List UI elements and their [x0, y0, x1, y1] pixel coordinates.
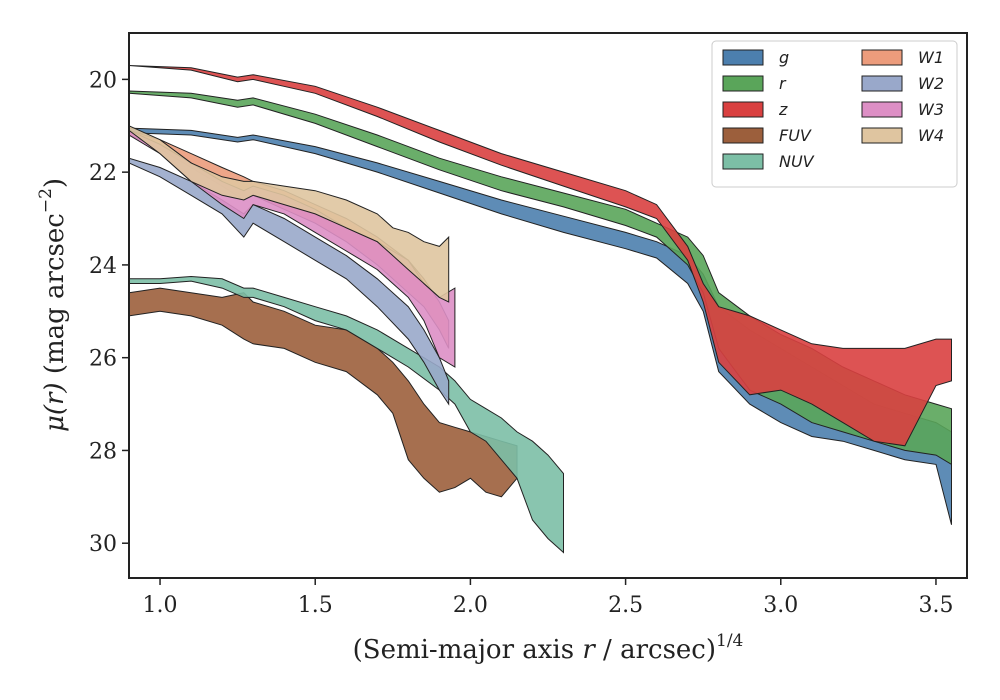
x-tick-label: 2.0 — [453, 593, 488, 618]
y-axis-label-unit: (mag arcsec — [40, 213, 70, 382]
x-tick-label: 1.0 — [143, 593, 178, 618]
x-axis-label-exp: 1/4 — [716, 631, 743, 651]
y-axis-label-mu: μ(r) — [40, 382, 70, 432]
legend-swatch-w1 — [861, 49, 903, 66]
legend-swatch-w4 — [861, 127, 903, 144]
legend: grz FUV NUV W1 W2 W3 W4 — [711, 40, 958, 188]
legend-label-w1: W1 — [918, 48, 944, 67]
legend-swatch-r — [722, 75, 764, 92]
y-axis-label-exp: −2 — [36, 188, 56, 213]
axis-ticks: 1.0 1.5 2.0 2.5 3.0 3.5 20 22 24 26 28 30 — [89, 68, 953, 618]
y-tick-label: 26 — [89, 347, 117, 372]
legend-swatch-w2 — [861, 75, 903, 92]
band-series-layer — [129, 65, 952, 554]
legend-swatch-nuv — [722, 153, 764, 170]
plot-frame — [128, 32, 968, 579]
y-tick-label: 20 — [89, 68, 117, 93]
legend-swatch-fuv — [722, 127, 764, 144]
x-axis-label-pre: (Semi-major axis — [353, 635, 583, 665]
y-axis-label: μ(r) (mag arcsec−2) — [36, 178, 70, 432]
legend-swatch-g — [722, 49, 764, 66]
legend-label-fuv: FUV — [779, 126, 812, 145]
x-axis-label-r: r — [582, 635, 596, 665]
legend-swatch-w3 — [861, 101, 903, 118]
legend-label-z: z — [778, 100, 788, 119]
legend-label-w4: W4 — [918, 126, 944, 145]
legend-swatch-z — [722, 101, 764, 118]
x-tick-label: 3.0 — [763, 593, 798, 618]
x-axis-label: (Semi-major axis r / arcsec)1/4 — [353, 631, 744, 665]
band-nuv — [129, 275, 564, 554]
band-g — [129, 127, 952, 525]
y-tick-label: 24 — [89, 254, 117, 279]
legend-label-w3: W3 — [918, 100, 944, 119]
legend-label-r: r — [779, 74, 787, 93]
x-tick-label: 3.5 — [918, 593, 953, 618]
y-tick-label: 22 — [89, 161, 117, 186]
legend-label-w2: W2 — [918, 74, 944, 93]
y-axis-label-close: ) — [40, 178, 70, 188]
legend-label-nuv: NUV — [779, 152, 815, 171]
y-tick-label: 28 — [89, 439, 117, 464]
x-tick-label: 1.5 — [298, 593, 333, 618]
band-z — [129, 65, 952, 447]
x-tick-label: 2.5 — [608, 593, 643, 618]
x-axis-label-post: / arcsec) — [595, 635, 716, 665]
legend-label-g: g — [779, 48, 789, 67]
y-tick-label: 30 — [89, 532, 117, 557]
band-w4 — [129, 125, 450, 303]
